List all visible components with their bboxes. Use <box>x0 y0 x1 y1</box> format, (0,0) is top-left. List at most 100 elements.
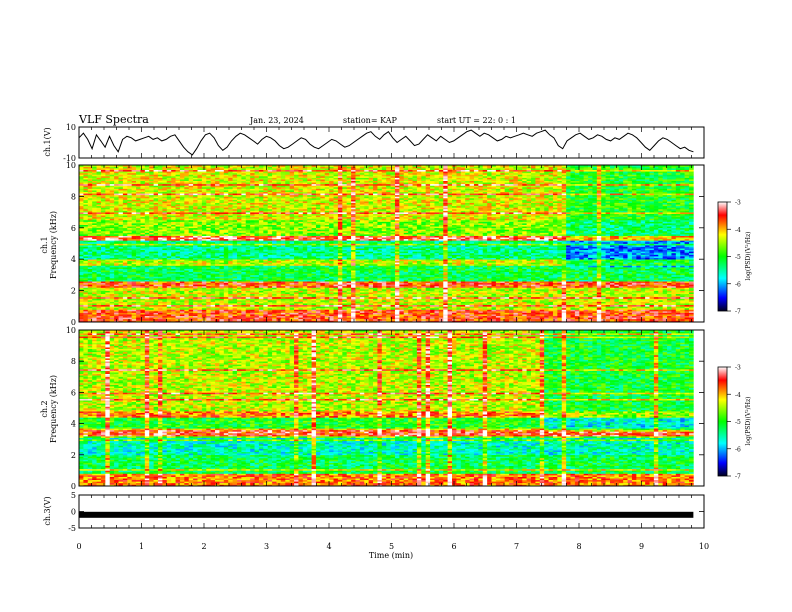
spectrogram-cell <box>653 309 659 312</box>
spectrogram-cell <box>509 306 514 309</box>
spectrogram-cell <box>337 306 343 309</box>
spectrogram-cell <box>149 320 154 323</box>
spectrogram-cell <box>631 287 637 290</box>
spectrogram-cell <box>680 300 685 302</box>
spectrogram-cell <box>592 295 598 298</box>
spectrogram-cell <box>315 285 321 288</box>
spectrogram-cell <box>386 301 391 304</box>
spectrogram-cell <box>232 311 238 313</box>
spectrogram-cell <box>456 293 462 296</box>
spectrogram-cell <box>675 290 681 293</box>
spectrogram-cell <box>416 282 422 285</box>
spectrogram-cell <box>109 306 115 309</box>
spectrogram-cell <box>438 307 444 310</box>
spectrogram-cell <box>465 317 470 320</box>
spectrogram-cell <box>153 320 159 323</box>
spectrogram-cell <box>219 315 225 318</box>
spectrogram-cell <box>504 303 510 306</box>
spectrogram-cell <box>333 293 339 296</box>
spectrogram-cell <box>412 289 418 291</box>
spectrogram-cell <box>100 317 106 320</box>
spectrogram-cell <box>574 309 580 312</box>
spectrogram-cell <box>210 287 216 290</box>
spectrogram-cell <box>157 309 163 312</box>
spectrogram-cell <box>399 301 405 304</box>
spectrogram-cell <box>684 296 690 299</box>
spectrogram-cell <box>601 315 606 318</box>
spectrogram-cell <box>329 317 334 320</box>
spectrogram-cell <box>618 300 624 302</box>
spectrogram-cell <box>337 285 343 288</box>
spectrogram-cell <box>105 300 111 302</box>
spectrogram-cell <box>504 318 510 321</box>
spectrogram-cell <box>285 295 290 298</box>
spectrogram-cell <box>136 317 141 320</box>
spectrogram-cell <box>127 320 132 323</box>
spectrogram-cell <box>100 290 106 293</box>
spectrogram-cell <box>640 318 646 321</box>
spectrogram-cell <box>206 307 211 310</box>
spectrogram-cell <box>324 317 330 320</box>
spectrogram-cell <box>201 309 207 312</box>
spectrogram-cell <box>206 309 211 312</box>
spectrogram-cell <box>645 289 650 291</box>
spectrogram-cell <box>605 320 611 323</box>
spectrogram-cell <box>346 292 352 295</box>
spectrogram-cell <box>539 300 545 302</box>
spectrogram-cell <box>403 301 409 304</box>
spectrogram-cell <box>627 292 633 295</box>
spectrogram-cell <box>175 304 181 307</box>
spectrogram-cell <box>623 318 628 321</box>
date-label: Jan. 23, 2024 <box>249 116 304 125</box>
spectrogram-cell <box>456 315 462 318</box>
spectrogram-cell <box>351 301 356 304</box>
spectrogram-cell <box>114 292 119 295</box>
spectrogram-cell <box>592 306 598 309</box>
spectrogram-cell <box>614 309 620 312</box>
spectrogram-cell <box>153 306 159 309</box>
spectrogram-cell <box>201 293 207 296</box>
spectrogram-cell <box>381 312 387 315</box>
spectrogram-cell <box>662 293 668 296</box>
spectrogram-cell <box>272 282 277 285</box>
spectrogram-cell <box>631 314 637 317</box>
spectrogram-cell <box>245 306 251 309</box>
spectrogram-cell <box>188 311 194 313</box>
spectrogram-cell <box>671 307 677 310</box>
spectrogram-cell <box>171 315 176 318</box>
spectrogram-cell <box>100 307 106 310</box>
spectrogram-cell <box>618 303 624 306</box>
spectrogram-cell <box>118 315 124 318</box>
spectrogram-cell <box>469 312 475 315</box>
spectrogram-cell <box>197 292 203 295</box>
spectrogram-cell <box>153 301 159 304</box>
spectrogram-cell <box>241 285 247 288</box>
spectrogram-cell <box>403 312 409 315</box>
spectrogram-cell <box>364 307 369 310</box>
spectrogram-cell <box>579 309 584 312</box>
spectrogram-cell <box>526 303 532 306</box>
spectrogram-cell <box>557 307 563 310</box>
spectrogram-cell <box>315 290 321 293</box>
spectrogram-cell <box>460 293 466 296</box>
spectrogram-cell <box>254 309 260 312</box>
spectrogram-cell <box>482 318 488 321</box>
spectrogram-cell <box>675 287 681 290</box>
spectrogram-cell <box>649 298 655 301</box>
spectrogram-cell <box>662 298 668 301</box>
spectrogram-cell <box>223 282 229 285</box>
spectrogram-cell <box>258 317 264 320</box>
spectrogram-cell <box>658 304 663 307</box>
spectrogram-cell <box>473 295 479 298</box>
spectrogram-cell <box>539 301 545 304</box>
spectrogram-cell <box>228 317 233 320</box>
spectrogram-cell <box>315 301 321 304</box>
spectrogram-cell <box>403 290 409 293</box>
spectrogram-cell <box>390 296 396 299</box>
spectrogram-cell <box>675 311 681 313</box>
spectrogram-cell <box>342 289 347 291</box>
spectrogram-cell <box>337 311 343 313</box>
spectrogram-cell <box>592 285 598 288</box>
spectrogram-cell <box>258 296 264 299</box>
spectrogram-cell <box>294 320 299 323</box>
